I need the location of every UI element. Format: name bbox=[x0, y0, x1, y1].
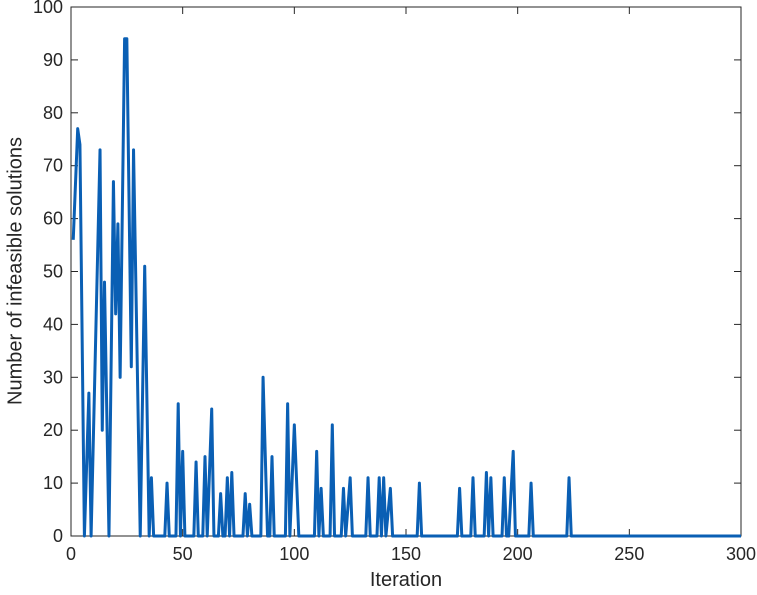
x-tick-label: 150 bbox=[391, 544, 421, 564]
y-tick-label: 20 bbox=[43, 420, 63, 440]
plot-box bbox=[70, 6, 742, 537]
x-tick-label: 0 bbox=[66, 544, 76, 564]
y-tick-label: 80 bbox=[43, 103, 63, 123]
y-tick-label: 30 bbox=[43, 367, 63, 387]
y-tick-label: 90 bbox=[43, 50, 63, 70]
x-tick-label: 250 bbox=[614, 544, 644, 564]
y-tick-label: 40 bbox=[43, 314, 63, 334]
y-tick-label: 60 bbox=[43, 209, 63, 229]
y-tick-label: 100 bbox=[33, 0, 63, 17]
y-tick-label: 0 bbox=[53, 526, 63, 546]
y-axis-label: Number of infeasible solutions bbox=[4, 137, 26, 405]
x-axis-label: Iteration bbox=[370, 569, 442, 591]
x-tick-label: 100 bbox=[279, 544, 309, 564]
y-tick-label: 10 bbox=[43, 473, 63, 493]
y-tick-label: 70 bbox=[43, 156, 63, 176]
data-line bbox=[71, 37, 741, 538]
y-tick-label: 50 bbox=[43, 262, 63, 282]
x-tick-label: 200 bbox=[503, 544, 533, 564]
x-tick-label: 50 bbox=[173, 544, 193, 564]
x-tick-label: 300 bbox=[726, 544, 756, 564]
